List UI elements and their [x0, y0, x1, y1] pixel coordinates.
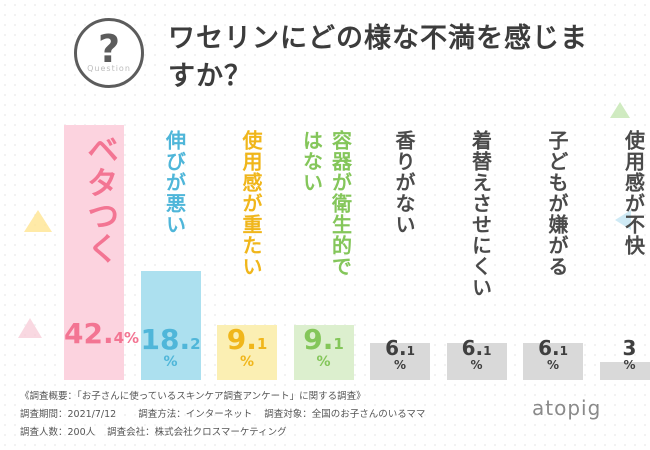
category-label-3: 使用感が重たい: [239, 130, 263, 277]
decorative-triangle: [24, 210, 52, 232]
survey-method: 調査方法：インターネット: [138, 409, 253, 420]
footnote-line-3: 調査人数：200人 調査会社：株式会社クロスマーケティング: [20, 424, 425, 442]
value-label-6: 6.1%: [461, 336, 492, 372]
survey-footnote: 《調査概要：「お子さんに使っているスキンケア調査アンケート」に関する調査》 調査…: [20, 388, 425, 442]
value-label-8: 3%: [622, 336, 637, 372]
survey-period: 調査期間：2021/7/12: [20, 409, 117, 420]
bar-4: [293, 325, 354, 380]
survey-company: 調査会社：株式会社クロスマーケティング: [107, 427, 287, 438]
survey-count: 調査人数：200人: [20, 427, 96, 438]
bar-5: [370, 343, 430, 380]
value-label-4: 9.1%: [303, 323, 344, 370]
brand-logo: atopig: [532, 396, 602, 420]
survey-target: 調査対象：全国のお子さんのいるママ: [264, 409, 426, 420]
category-label-2: 伸びが悪い: [162, 130, 187, 235]
bar-8: [599, 361, 650, 380]
decorative-triangle: [18, 318, 42, 338]
footnote-line-2: 調査期間：2021/7/12 調査方法：インターネット 調査対象：全国のお子さんのい…: [20, 406, 425, 424]
question-icon: ? Question: [74, 18, 144, 88]
decorative-triangle: [615, 210, 631, 230]
bar-2: [140, 270, 201, 380]
chart-title: ワセリンにどの様な不満を感じますか？: [168, 23, 588, 92]
bar-3: [217, 325, 277, 380]
category-label-5: 香りがない: [392, 130, 416, 235]
bar-6: [446, 343, 507, 380]
decorative-triangle: [610, 102, 630, 118]
bar-1: [64, 125, 124, 380]
value-label-2: 18.2%: [140, 323, 201, 370]
value-label-1: 42.4%: [64, 317, 140, 350]
category-label-4: 容器が衛生的ではない: [299, 130, 353, 277]
value-label-5: 6.1%: [385, 336, 415, 372]
value-label-3: 9.1%: [226, 323, 268, 370]
category-label-6: 着替えさせにくい: [468, 130, 493, 298]
footnote-line-1: 《調査概要：「お子さんに使っているスキンケア調査アンケート」に関する調査》: [20, 391, 366, 402]
question-mark: ?: [97, 27, 121, 71]
category-label-8: 使用感が不快: [621, 130, 646, 256]
category-label-7: 子どもが嫌がる: [545, 130, 569, 277]
question-icon-text: Question: [87, 64, 131, 73]
bar-7: [523, 343, 583, 380]
value-label-7: 6.1%: [538, 336, 568, 372]
category-label-1: ベタつく: [82, 133, 120, 265]
